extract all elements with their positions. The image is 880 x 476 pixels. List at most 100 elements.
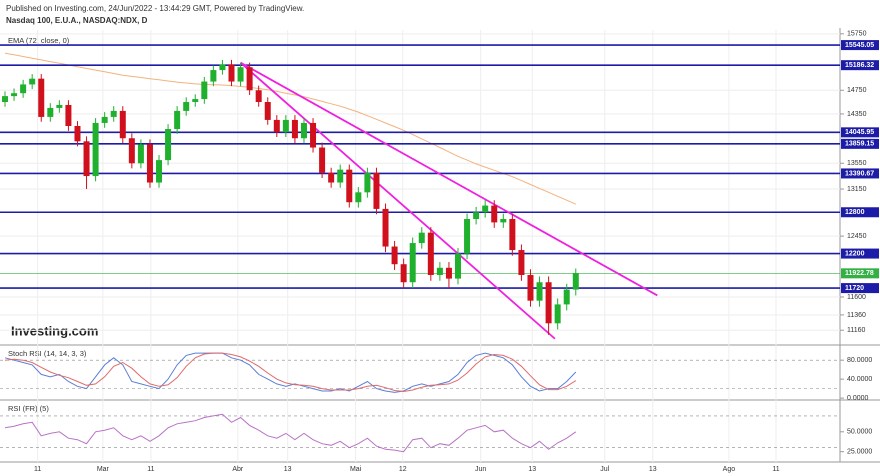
candle-body xyxy=(201,81,208,100)
y-tick-label: 14750 xyxy=(847,87,867,94)
candle-body xyxy=(282,119,289,133)
candle-body xyxy=(246,67,253,91)
candle-body xyxy=(346,169,353,203)
level-box xyxy=(841,138,879,149)
indicator-label: EMA (72, close, 0) xyxy=(8,36,70,45)
level-box xyxy=(841,168,879,179)
candle-body xyxy=(156,160,163,183)
x-tick-label: 13 xyxy=(528,466,536,473)
candle-body xyxy=(146,144,153,183)
x-tick-label: 13 xyxy=(284,466,292,473)
candle-body xyxy=(65,104,72,126)
candle-body xyxy=(174,110,181,130)
candle-body xyxy=(409,243,416,283)
candle-body xyxy=(518,250,525,275)
candle-body xyxy=(11,93,18,97)
candle-body xyxy=(137,144,144,164)
y-tick-label: 0.0000 xyxy=(847,395,869,402)
candle-body xyxy=(165,129,172,161)
candle-body xyxy=(464,219,471,254)
candle-body xyxy=(56,104,63,108)
stoch-label: Stoch RSI (14, 14, 3, 3) xyxy=(8,349,87,358)
candle-body xyxy=(291,119,298,139)
x-tick-label: Jul xyxy=(600,466,609,473)
candle-body xyxy=(509,219,516,251)
candle-body xyxy=(482,205,489,213)
candle-body xyxy=(183,102,190,111)
trendline xyxy=(239,62,556,340)
candle-body xyxy=(382,208,389,247)
level-box xyxy=(841,207,879,218)
x-tick-label: 13 xyxy=(649,466,657,473)
y-tick-label: 13150 xyxy=(847,186,867,193)
candle-body xyxy=(445,267,452,279)
x-tick-label: Jun xyxy=(475,466,486,473)
candle-body xyxy=(491,205,498,223)
indicator-line xyxy=(4,413,577,453)
y-tick-label: 15750 xyxy=(847,31,867,38)
chart-title: Nasdaq 100, E.U.A., NASDAQ:NDX, D xyxy=(6,16,148,25)
level-label: 13859.15 xyxy=(845,141,874,148)
candle-body xyxy=(110,110,117,117)
candle-body xyxy=(101,116,108,123)
level-label: 12800 xyxy=(845,209,865,216)
x-tick-label: Mar xyxy=(97,466,110,473)
candle-body xyxy=(391,246,398,265)
candle-body xyxy=(536,282,543,301)
x-tick-label: Mai xyxy=(350,466,362,473)
candle-body xyxy=(255,90,262,103)
candle-body xyxy=(92,122,99,177)
last-price-box xyxy=(841,268,879,279)
candle-body xyxy=(310,122,317,148)
candle-body xyxy=(228,64,235,82)
y-tick-label: 80.0000 xyxy=(847,357,872,364)
level-box xyxy=(841,40,879,51)
candle-body xyxy=(2,96,8,103)
candle-body xyxy=(527,274,534,301)
candle-body xyxy=(373,172,380,209)
level-box xyxy=(841,248,879,259)
ema-line xyxy=(4,52,577,205)
trendline xyxy=(240,61,658,297)
candle-body xyxy=(273,119,280,133)
level-label: 11720 xyxy=(845,285,864,292)
x-tick-label: 12 xyxy=(399,466,407,473)
x-tick-label: Abr xyxy=(232,466,244,473)
y-tick-label: 13550 xyxy=(847,160,867,167)
candle-body xyxy=(210,70,217,82)
level-label: 13390.67 xyxy=(845,170,874,177)
y-tick-label: 50.0000 xyxy=(847,429,872,436)
y-tick-label: 11160 xyxy=(847,327,866,334)
candle-body xyxy=(355,192,362,203)
candle-body xyxy=(119,110,126,139)
candle-body xyxy=(328,172,335,183)
x-tick-label: 11 xyxy=(34,466,41,473)
indicator-line xyxy=(4,352,577,393)
last-price-label: 11922.78 xyxy=(845,270,874,277)
level-box xyxy=(841,60,879,71)
y-tick-label: 25.0000 xyxy=(847,449,872,456)
x-tick-label: 11 xyxy=(147,466,154,473)
candle-body xyxy=(436,267,443,275)
candle-body xyxy=(29,78,36,85)
candle-body xyxy=(337,169,344,183)
level-label: 14045.95 xyxy=(845,129,874,136)
level-label: 15545.05 xyxy=(845,42,874,49)
y-tick-label: 11600 xyxy=(847,294,866,301)
level-box xyxy=(841,127,879,138)
x-tick-label: 11 xyxy=(772,466,779,473)
indicator-line xyxy=(4,352,577,393)
candle-body xyxy=(83,141,90,177)
candle-body xyxy=(237,67,244,82)
candle-body xyxy=(545,282,552,324)
y-tick-label: 14350 xyxy=(847,111,867,118)
candle-body xyxy=(473,212,480,220)
candle-body xyxy=(364,172,371,193)
level-box xyxy=(841,283,879,294)
y-tick-label: 12450 xyxy=(847,233,867,240)
candle-body xyxy=(264,102,271,120)
candle-body xyxy=(572,273,579,290)
candle-body xyxy=(500,219,507,223)
logo: Investing.com xyxy=(11,323,98,338)
candle-body xyxy=(192,99,199,103)
